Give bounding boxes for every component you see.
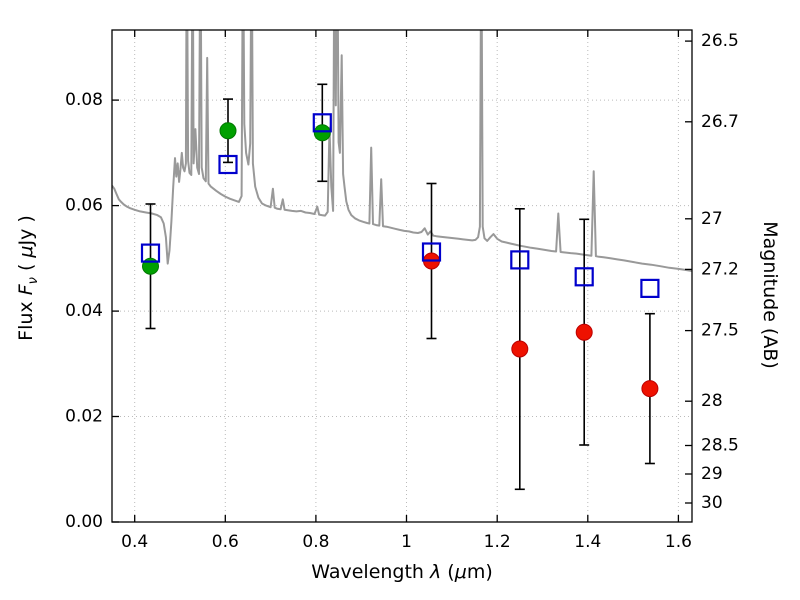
y-tick-label-left: 0.00: [65, 512, 103, 532]
x-tick-label: 1.4: [574, 532, 601, 552]
observed-optical-point: [313, 124, 331, 142]
y-tick-label-right: 28: [701, 391, 723, 411]
model-photometry-point: [421, 242, 442, 262]
y-tick-label-left: 0.02: [65, 407, 103, 427]
y-tick-label-left: 0.06: [65, 196, 103, 216]
x-tick-label: 1.6: [665, 532, 692, 552]
y-axis-label-left: Flux Fν ( μJy ): [15, 215, 41, 341]
x-tick-label: 0.8: [302, 532, 329, 552]
model-photometry-point: [510, 250, 530, 270]
mu-symbol: μ: [454, 561, 467, 583]
model-photometry-point: [218, 154, 238, 175]
model-photometry-point: [140, 243, 161, 263]
model-photometry-point: [640, 278, 660, 298]
y-axis-label-right: Magnitude (AB): [759, 221, 781, 369]
y-tick-label-right: 27: [701, 209, 723, 229]
y-tick-label-right: 29: [701, 464, 723, 484]
observed-infrared-point: [511, 340, 529, 358]
observed-optical-point: [219, 122, 237, 140]
observed-infrared-point: [641, 380, 659, 398]
x-axis-label: Wavelength λ (μm): [311, 561, 493, 583]
y-tick-label-right: 27.5: [701, 321, 739, 341]
y-tick-label-right: 30: [701, 493, 723, 513]
y-tick-label-right: 28.5: [701, 436, 739, 456]
x-axis-label-text: Wavelength: [311, 561, 431, 583]
x-tick-label: 1.2: [484, 532, 511, 552]
model-photometry-point: [312, 113, 332, 133]
flux-symbol: F: [15, 284, 38, 296]
y-tick-label-left: 0.08: [65, 90, 103, 110]
x-tick-label: 0.6: [212, 532, 239, 552]
mu-symbol: μ: [15, 245, 38, 258]
lambda-symbol: λ: [430, 561, 442, 583]
x-tick-label: 1: [401, 532, 412, 552]
observed-infrared-point: [575, 323, 593, 341]
y-tick-label-right: 26.5: [701, 31, 739, 51]
axes-frame: [111, 29, 693, 523]
y-tick-label-left: 0.04: [65, 301, 103, 321]
model-spectrum-line: [112, 30, 692, 272]
nu-subscript: ν: [25, 277, 41, 285]
y-tick-label-right: 26.7: [701, 112, 739, 132]
model-photometry-point: [574, 267, 594, 287]
x-tick-label: 0.4: [121, 532, 148, 552]
y-tick-label-right: 27.2: [701, 259, 739, 279]
